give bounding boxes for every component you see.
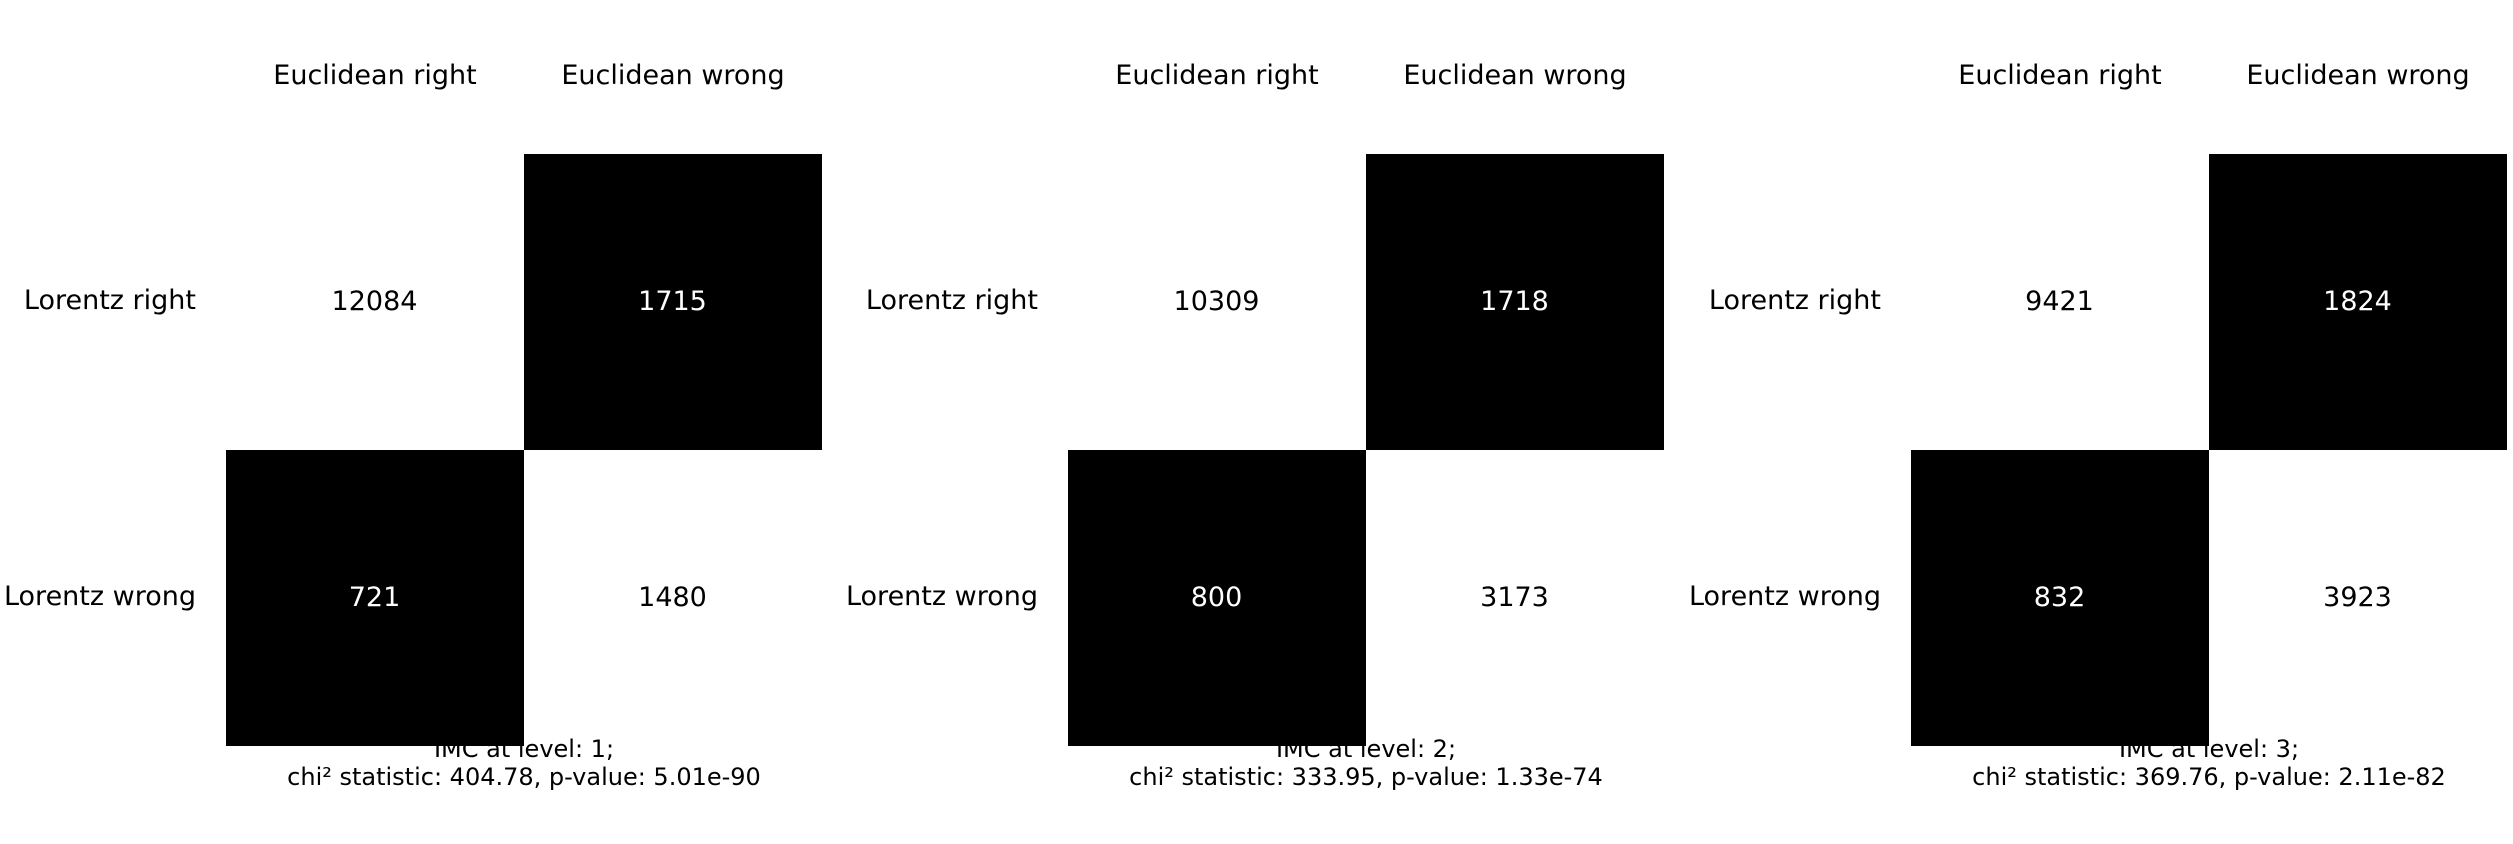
matrix-cell: 1480 [523, 449, 822, 746]
matrix-grid: 10309 1718 800 3173 [1067, 153, 1664, 746]
matrix-cell: 1824 [2208, 153, 2507, 450]
column-label: Euclidean right [1115, 60, 1319, 91]
row-label: Lorentz wrong [3, 581, 196, 612]
row-label: Lorentz right [23, 285, 196, 316]
matrix-grid: 9421 1824 832 3923 [1910, 153, 2507, 746]
confusion-matrix-panel-3: Euclidean right Euclidean wrong Lorentz ri… [1685, 0, 2513, 844]
row-label: Lorentz right [1708, 285, 1881, 316]
panel-caption: IMC at level: 3; [2118, 735, 2300, 763]
matrix-cell: 800 [1067, 449, 1366, 746]
panel-caption: IMC at level: 2; [1275, 735, 1457, 763]
matrix-cell: 832 [1910, 449, 2209, 746]
confusion-matrix-panel-2: Euclidean right Euclidean wrong Lorentz ri… [842, 0, 1684, 844]
panel-caption: chi² statistic: 369.76, p-value: 2.11e-8… [1972, 763, 2446, 791]
matrix-cell: 3923 [2208, 449, 2507, 746]
column-label: Euclidean wrong [1403, 60, 1627, 91]
row-label: Lorentz right [865, 285, 1038, 316]
matrix-cell: 10309 [1067, 153, 1366, 450]
panel-caption: IMC at level: 1; [433, 735, 615, 763]
matrix-cell: 3173 [1365, 449, 1664, 746]
matrix-cell: 12084 [225, 153, 524, 450]
matrix-cell: 1718 [1365, 153, 1664, 450]
column-label: Euclidean right [1958, 60, 2162, 91]
panel-caption: chi² statistic: 333.95, p-value: 1.33e-7… [1129, 763, 1603, 791]
row-label: Lorentz wrong [845, 581, 1038, 612]
matrix-cell: 721 [225, 449, 524, 746]
row-label: Lorentz wrong [1688, 581, 1881, 612]
confusion-matrix-panel-1: Euclidean right Euclidean wrong Lorentz ri… [0, 0, 842, 844]
matrix-cell: 9421 [1910, 153, 2209, 450]
column-label: Euclidean right [273, 60, 477, 91]
matrix-cell: 1715 [523, 153, 822, 450]
column-label: Euclidean wrong [2246, 60, 2470, 91]
column-label: Euclidean wrong [561, 60, 785, 91]
matrix-grid: 12084 1715 721 1480 [225, 153, 822, 746]
panel-caption: chi² statistic: 404.78, p-value: 5.01e-9… [287, 763, 761, 791]
